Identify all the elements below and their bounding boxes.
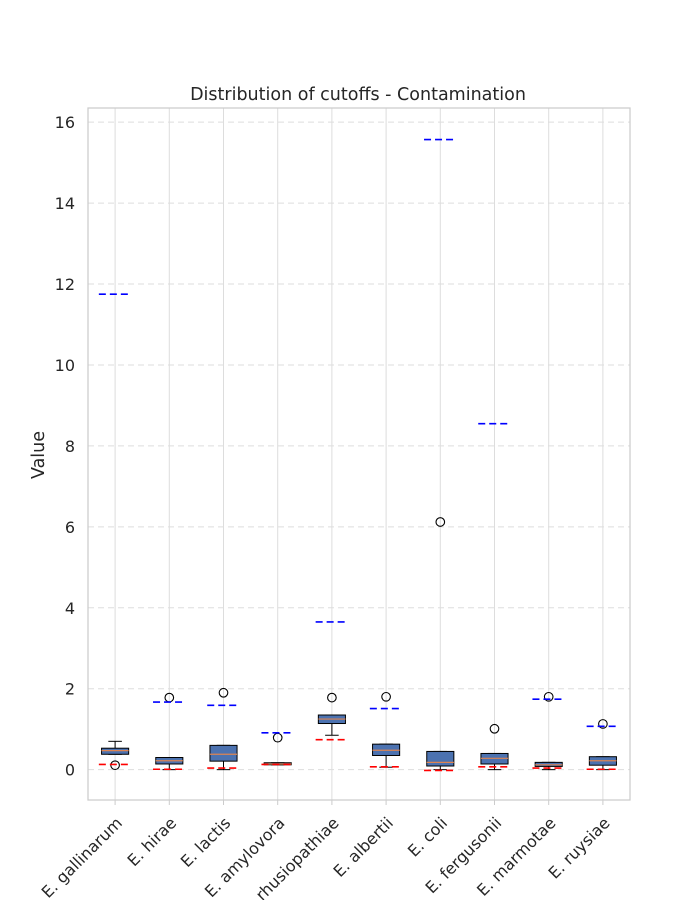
cutoffs-layer [98,138,620,772]
boxes-layer [101,517,617,771]
box-body [426,750,455,767]
grid-layer [88,108,630,800]
x-tick-label: E. albertii [330,813,397,880]
x-tick-label: E. hirae [123,813,180,870]
outlier-point [598,719,608,729]
box-5 [372,691,401,768]
box-6 [426,517,455,771]
y-tick-label: 10 [55,356,75,375]
outlier-point [543,691,554,702]
chart-title: Distribution of cutoffs - Contamination [190,85,526,105]
y-tick-label: 2 [65,680,75,699]
outlier-point [218,687,229,698]
box-4 [317,692,346,736]
outlier-point [110,760,120,771]
y-axis-label: Value [29,431,49,479]
y-tick-label: 6 [65,518,75,537]
y-tick-label: 4 [65,599,75,618]
box-8 [534,691,563,771]
box-body [209,744,238,762]
y-tick-label: 8 [65,437,75,456]
box-2 [209,687,238,771]
y-axis-ticks: 0 2 4 6 8 10 12 14 16 [55,113,75,779]
y-tick-label: 16 [55,113,75,132]
y-tick-label: 12 [55,275,75,294]
outlier-point [381,691,391,702]
y-tick-label: 14 [55,194,75,213]
y-tick-label: 0 [65,761,75,780]
box-9 [588,719,617,771]
x-tick-label: E. coli [404,813,451,860]
box-1 [155,692,184,771]
outlier-point [435,517,446,527]
x-tick-label: E. gallinarum [38,813,126,900]
outlier-point [327,692,337,703]
plot-frame [87,107,631,801]
box-0 [101,740,130,771]
box-body [101,747,130,755]
outlier-point [489,723,500,734]
